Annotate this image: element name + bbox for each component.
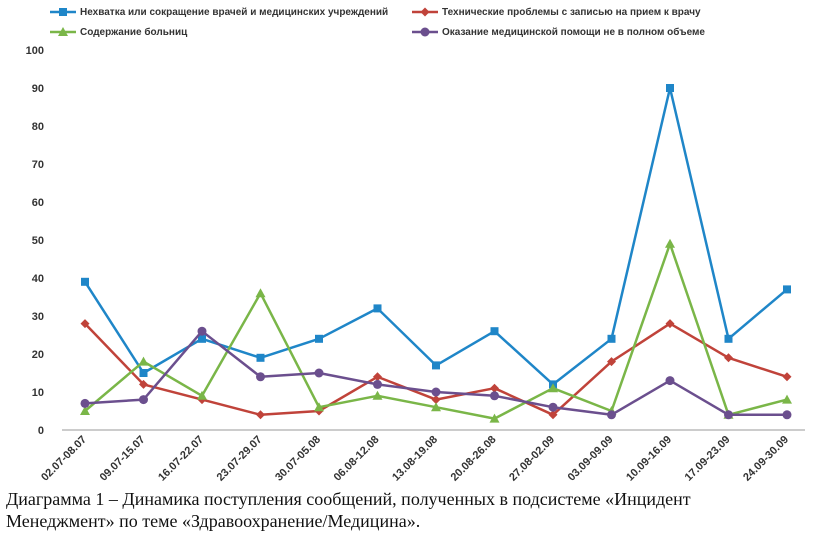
legend-item: Содержание больниц	[50, 24, 187, 40]
y-tick-label: 90	[32, 83, 44, 95]
data-point	[490, 383, 499, 393]
x-tick-label: 27.08-02.09	[507, 434, 557, 484]
data-point	[80, 398, 90, 408]
chart-legend: Нехватка или сокращение врачей и медицин…	[50, 4, 840, 40]
x-tick-label: 13.08-19.08	[390, 434, 440, 484]
x-tick-label: 06.08-12.08	[332, 434, 382, 484]
data-point	[782, 410, 792, 420]
x-tick-label: 10.09-16.09	[624, 434, 674, 484]
y-tick-label: 40	[32, 273, 44, 285]
data-point	[431, 387, 441, 397]
y-tick-label: 10	[32, 387, 44, 399]
series-4	[80, 326, 792, 420]
data-point	[373, 304, 382, 313]
data-point	[607, 410, 616, 420]
data-point	[548, 383, 558, 393]
data-point	[431, 395, 441, 405]
x-tick-label: 30.07-05.08	[273, 434, 323, 484]
y-tick-label: 100	[26, 45, 44, 57]
data-point	[256, 353, 265, 362]
figure-caption: Диаграмма 1 – Динамика поступления сообщ…	[6, 488, 834, 532]
caption-line-1: Диаграмма 1 – Динамика поступления сообщ…	[6, 489, 691, 509]
data-point	[80, 319, 90, 329]
data-point	[314, 368, 324, 378]
data-point	[198, 334, 206, 343]
legend-swatch	[412, 7, 438, 17]
data-point	[724, 353, 733, 363]
data-point	[256, 372, 265, 382]
chart-series	[80, 84, 792, 423]
data-point	[489, 413, 500, 423]
data-point	[724, 334, 733, 343]
data-point	[783, 285, 791, 294]
y-tick-label: 0	[38, 425, 44, 437]
legend-label: Технические проблемы с записью на прием …	[442, 6, 701, 18]
data-point	[81, 277, 89, 286]
data-point	[432, 361, 440, 370]
y-tick-label: 80	[32, 121, 44, 133]
x-tick-label: 16.07-22.07	[156, 434, 206, 484]
y-tick-label: 50	[32, 235, 44, 247]
legend-item: Оказание медицинской помощи не в полном …	[412, 24, 705, 40]
data-point	[139, 395, 148, 405]
x-tick-label: 02.07-08.07	[39, 434, 89, 484]
data-point	[490, 391, 499, 401]
data-point	[80, 406, 90, 415]
data-point	[314, 402, 324, 412]
data-point	[255, 288, 266, 298]
series-3	[80, 238, 792, 423]
data-point	[665, 238, 675, 248]
data-point	[431, 402, 441, 412]
chart-axes: 0 10 20 30 40 50 60 70 80 90 100	[26, 45, 805, 437]
x-tick-label: 23.07-29.07	[215, 434, 265, 484]
x-axis-labels: 02.07-08.07 09.07-15.07 16.07-22.07 23.07-2…	[39, 434, 791, 484]
data-point	[665, 319, 675, 329]
data-point	[782, 372, 792, 382]
data-point	[197, 390, 207, 400]
legend-swatch	[412, 27, 438, 37]
data-point	[315, 334, 323, 343]
data-point	[666, 84, 674, 92]
legend-label: Нехватка или сокращение врачей и медицин…	[80, 6, 389, 18]
y-tick-label: 30	[32, 311, 44, 323]
legend-swatch	[50, 27, 76, 36]
data-point	[373, 379, 382, 389]
data-point	[490, 327, 499, 336]
data-point	[139, 379, 148, 389]
data-point	[607, 357, 616, 367]
x-tick-label: 09.07-15.07	[98, 434, 148, 484]
legend-item: Нехватка или сокращение врачей и медицин…	[50, 4, 388, 20]
x-tick-label: 20.08-26.08	[449, 434, 499, 484]
y-tick-label: 20	[32, 349, 44, 361]
caption-line-2: Менеджмент» по теме «Здравоохранение/Мед…	[6, 511, 421, 531]
x-tick-label: 17.09-23.09	[683, 434, 733, 484]
data-point	[138, 356, 149, 366]
data-point	[548, 402, 558, 412]
legend-swatch	[50, 8, 76, 16]
series-line	[83, 86, 788, 386]
x-tick-label: 24.09-30.09	[741, 434, 791, 484]
data-point	[782, 394, 792, 404]
data-point	[548, 410, 558, 420]
legend-label: Оказание медицинской помощи не в полном …	[442, 26, 705, 38]
data-point	[256, 410, 265, 420]
x-tick-label: 03.09-09.09	[566, 434, 616, 484]
data-point	[139, 369, 148, 377]
y-tick-label: 60	[32, 197, 44, 209]
data-point	[372, 390, 383, 400]
data-point	[607, 334, 616, 343]
data-point	[724, 410, 733, 420]
line-chart: 0 10 20 30 40 50 60 70 80 90 100 02.07-08.07 09.07-…	[26, 45, 805, 484]
data-point	[665, 376, 675, 386]
series-1	[81, 84, 791, 389]
data-point	[197, 326, 207, 336]
legend-item: Технические проблемы с записью на прием …	[412, 4, 701, 20]
y-tick-label: 70	[32, 159, 44, 171]
data-point	[373, 372, 382, 382]
legend-label: Содержание больниц	[80, 26, 188, 38]
